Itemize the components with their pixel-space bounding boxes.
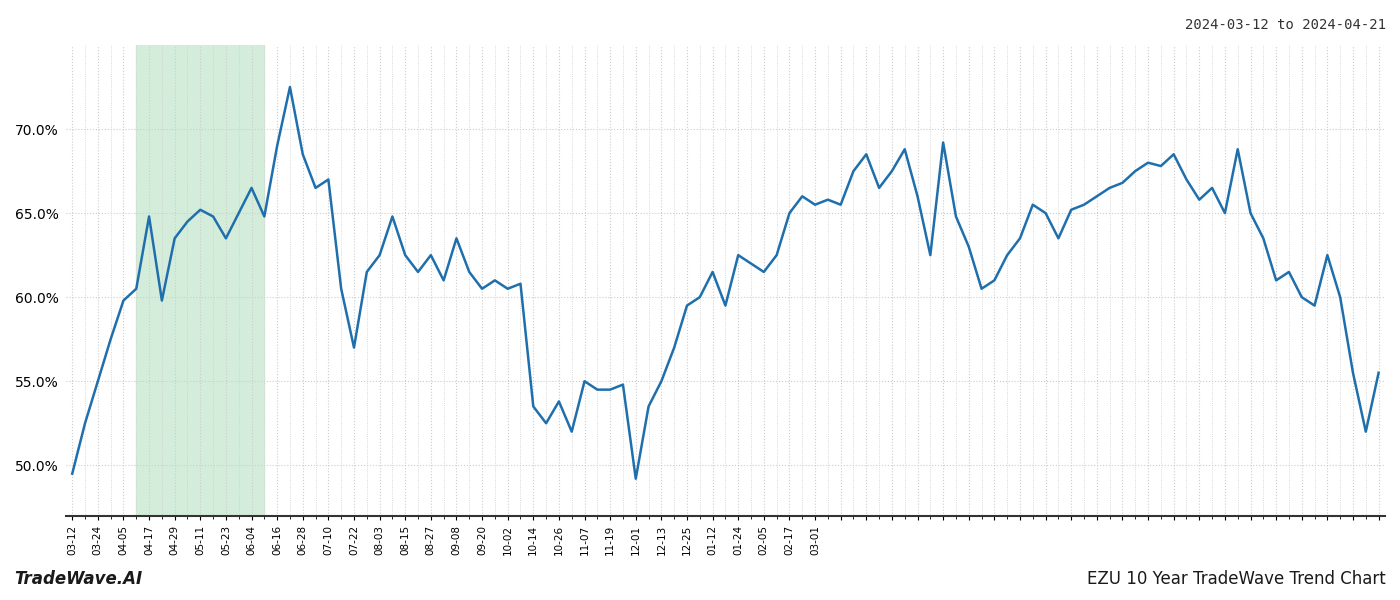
- Text: EZU 10 Year TradeWave Trend Chart: EZU 10 Year TradeWave Trend Chart: [1088, 570, 1386, 588]
- Text: 2024-03-12 to 2024-04-21: 2024-03-12 to 2024-04-21: [1184, 18, 1386, 32]
- Bar: [136, 45, 265, 516]
- Text: TradeWave.AI: TradeWave.AI: [14, 570, 143, 588]
